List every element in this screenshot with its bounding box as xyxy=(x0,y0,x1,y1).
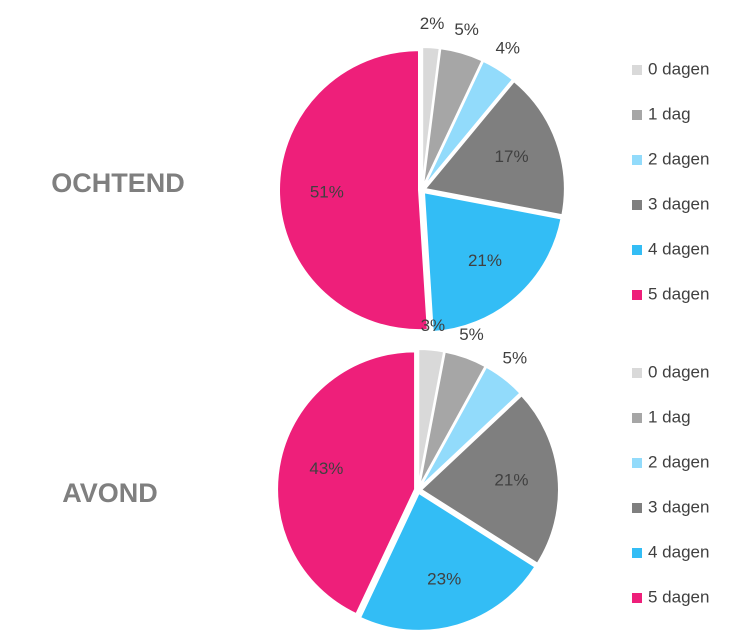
pie-slice xyxy=(358,491,537,630)
legend-label: 4 dagen xyxy=(648,542,709,561)
data-label: 5% xyxy=(454,20,479,39)
pie-slice xyxy=(422,59,515,189)
legend-label: 4 dagen xyxy=(648,239,709,258)
legend-label: 5 dagen xyxy=(648,587,709,606)
data-label: 3% xyxy=(421,316,446,335)
legend-label: 2 dagen xyxy=(648,452,709,471)
legend-swatch xyxy=(632,200,642,210)
legend-label: 0 dagen xyxy=(648,362,709,381)
legend-swatch xyxy=(632,110,642,120)
pie-slice xyxy=(276,350,417,616)
data-label: 43% xyxy=(309,459,343,478)
data-label: 5% xyxy=(459,325,484,344)
pie-slice xyxy=(422,79,566,217)
legend-label: 3 dagen xyxy=(648,497,709,516)
pie-slice xyxy=(278,49,429,332)
chart-title: OCHTEND xyxy=(51,168,185,198)
legend-label: 5 dagen xyxy=(648,284,709,303)
legend-label: 2 dagen xyxy=(648,149,709,168)
legend-label: 1 dag xyxy=(648,407,691,426)
pie-slice xyxy=(419,393,560,566)
legend-swatch xyxy=(632,290,642,300)
legend-label: 1 dag xyxy=(648,104,691,123)
data-label: 4% xyxy=(495,38,520,57)
data-label: 21% xyxy=(468,251,502,270)
chart-title: AVOND xyxy=(62,478,158,508)
pie-slice xyxy=(422,191,563,334)
legend-swatch xyxy=(632,245,642,255)
legend-swatch xyxy=(632,593,642,603)
data-label: 17% xyxy=(495,147,529,166)
data-label: 23% xyxy=(427,570,461,589)
legend-swatch xyxy=(632,503,642,513)
data-label: 51% xyxy=(310,182,344,201)
data-label: 5% xyxy=(503,349,528,368)
pie-slice xyxy=(418,365,522,489)
legend-swatch xyxy=(632,548,642,558)
legend-swatch xyxy=(632,368,642,378)
legend-swatch xyxy=(632,458,642,468)
data-label: 2% xyxy=(420,14,445,33)
legend-label: 0 dagen xyxy=(648,59,709,78)
data-label: 21% xyxy=(494,471,528,490)
legend-label: 3 dagen xyxy=(648,194,709,213)
legend-swatch xyxy=(632,155,642,165)
legend-swatch xyxy=(632,65,642,75)
legend-swatch xyxy=(632,413,642,423)
